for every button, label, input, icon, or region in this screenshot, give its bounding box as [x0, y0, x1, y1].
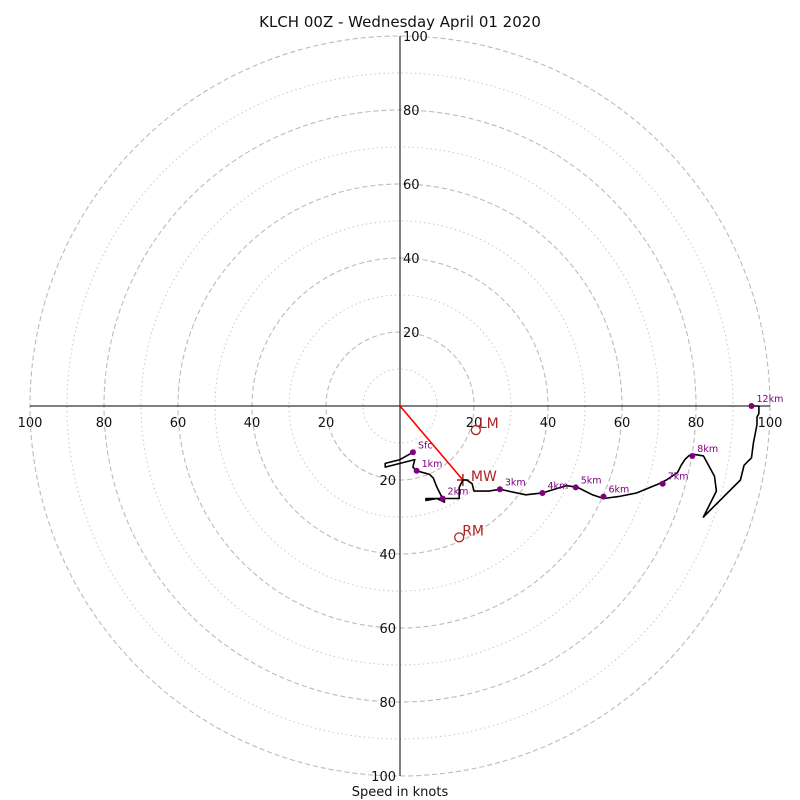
height-label-7km: 7km	[668, 472, 689, 483]
tick-label-right-40: 40	[540, 416, 557, 431]
height-label-6km: 6km	[609, 485, 630, 496]
wind-trace-group	[384, 405, 760, 518]
storm-motion-marker-rm	[454, 532, 465, 543]
tick-label-right-20: 20	[466, 416, 483, 431]
storm-motion-marker-lm	[470, 424, 482, 436]
tick-label-down-80: 80	[379, 696, 396, 711]
tick-label-left-20: 20	[318, 416, 335, 431]
height-label-2km: 2km	[448, 487, 469, 498]
height-label-8km: 8km	[697, 444, 718, 455]
tick-label-up-80: 80	[403, 104, 420, 119]
tick-label-right-80: 80	[688, 416, 705, 431]
tick-label-down-20: 20	[379, 474, 396, 489]
storm-motion-label-rm: RM	[462, 523, 484, 539]
storm-motion-markers: LM RM	[454, 416, 499, 543]
height-marker-4km	[539, 489, 546, 496]
mean-wind-vector	[399, 405, 464, 481]
tick-label-left-60: 60	[170, 416, 187, 431]
tick-labels: 20 20 20 20 40 40 40 40 60 60 60 60 80 80 80 80 100 100 10…	[18, 30, 783, 785]
tick-label-left-40: 40	[244, 416, 261, 431]
height-marker-7km	[659, 480, 666, 487]
tick-label-right-100: 100	[758, 416, 783, 431]
height-label-4km: 4km	[547, 481, 568, 492]
tick-label-up-20: 20	[403, 326, 420, 341]
storm-motion-label-lm: LM	[479, 416, 499, 432]
chart-title: KLCH 00Z - Wednesday April 01 2020	[259, 13, 541, 31]
tick-label-left-100: 100	[18, 416, 43, 431]
height-marker-sfc	[409, 449, 416, 456]
height-label-5km: 5km	[581, 475, 602, 486]
height-marker-8km	[689, 452, 696, 459]
tick-label-up-60: 60	[403, 178, 420, 193]
height-markers: Sfc 1km 2km 3km 4km 5km 6km 7km 8km 12km	[409, 394, 784, 502]
height-marker-12km	[748, 403, 755, 409]
height-marker-2km	[439, 495, 446, 502]
height-label-1km: 1km	[422, 459, 443, 470]
height-marker-1km	[413, 467, 420, 474]
height-marker-6km	[600, 493, 607, 500]
wind-trace-line	[384, 405, 760, 518]
tick-label-down-100: 100	[371, 770, 396, 785]
tick-label-right-60: 60	[614, 416, 631, 431]
mean-wind-label: MW	[471, 469, 497, 485]
height-label-3km: 3km	[505, 477, 526, 488]
height-label-sfc: Sfc	[418, 440, 433, 451]
height-marker-3km	[496, 486, 503, 493]
x-axis-label: Speed in knots	[352, 785, 449, 800]
tick-label-down-60: 60	[379, 622, 396, 637]
tick-label-left-80: 80	[96, 416, 113, 431]
tick-label-down-40: 40	[379, 548, 396, 563]
height-marker-5km	[572, 484, 579, 491]
tick-label-up-100: 100	[403, 30, 428, 45]
height-label-12km: 12km	[757, 394, 784, 405]
tick-label-up-40: 40	[403, 252, 420, 267]
